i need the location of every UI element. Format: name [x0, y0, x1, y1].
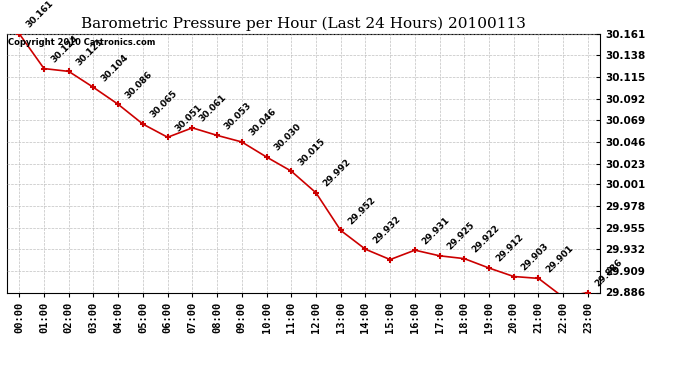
Text: 29.925: 29.925: [445, 220, 476, 252]
Text: 30.124: 30.124: [50, 33, 81, 64]
Text: Copyright 2010 Cartronics.com: Copyright 2010 Cartronics.com: [8, 38, 155, 46]
Text: 30.015: 30.015: [297, 136, 328, 167]
Text: 30.065: 30.065: [148, 89, 179, 120]
Text: 29.881: 29.881: [0, 374, 1, 375]
Text: 30.086: 30.086: [124, 69, 155, 100]
Text: 29.903: 29.903: [520, 242, 550, 272]
Title: Barometric Pressure per Hour (Last 24 Hours) 20100113: Barometric Pressure per Hour (Last 24 Ho…: [81, 17, 526, 31]
Text: 30.121: 30.121: [75, 36, 105, 67]
Text: 30.104: 30.104: [99, 53, 130, 83]
Text: 29.932: 29.932: [371, 214, 402, 245]
Text: 30.053: 30.053: [223, 100, 253, 131]
Text: 30.030: 30.030: [272, 122, 303, 153]
Text: 30.061: 30.061: [198, 93, 228, 124]
Text: 30.161: 30.161: [25, 0, 56, 30]
Text: 29.931: 29.931: [420, 215, 451, 246]
Text: 29.901: 29.901: [544, 243, 575, 274]
Text: 30.051: 30.051: [173, 102, 204, 133]
Text: 29.912: 29.912: [495, 233, 526, 264]
Text: 29.952: 29.952: [346, 195, 377, 226]
Text: 29.886: 29.886: [593, 257, 624, 288]
Text: 29.992: 29.992: [322, 158, 353, 189]
Text: 30.046: 30.046: [247, 107, 278, 138]
Text: 29.922: 29.922: [470, 224, 501, 255]
